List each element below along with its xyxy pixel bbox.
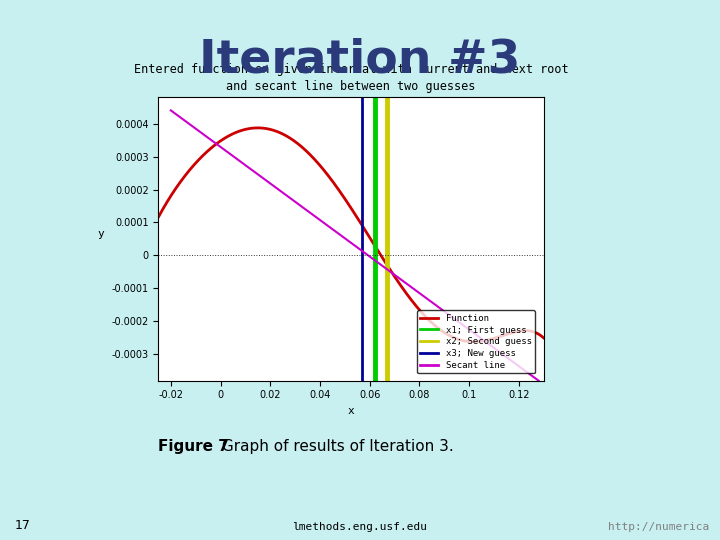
Function bbox=[458, 337, 467, 343]
Function bbox=[154, 214, 163, 220]
Text: Figure 7: Figure 7 bbox=[158, 438, 229, 454]
Function bbox=[539, 335, 548, 341]
Text: 17: 17 bbox=[14, 519, 30, 532]
Function bbox=[528, 328, 537, 335]
Text: Graph of results of Iteration 3.: Graph of results of Iteration 3. bbox=[217, 438, 454, 454]
Legend: Function, x1; First guess, x2; Second guess, x3; New guess, Secant line: Function, x1; First guess, x2; Second gu… bbox=[417, 310, 535, 373]
X-axis label: x: x bbox=[348, 406, 354, 416]
Line: Function: Function bbox=[158, 128, 544, 342]
Text: Iteration #3: Iteration #3 bbox=[199, 38, 521, 83]
Y-axis label: y: y bbox=[97, 229, 104, 239]
Function bbox=[253, 125, 262, 131]
Text: lmethods.eng.usf.edu: lmethods.eng.usf.edu bbox=[292, 522, 428, 532]
Title: Entered function on given interval with current and next root
and secant line be: Entered function on given interval with … bbox=[134, 63, 568, 93]
Function bbox=[528, 328, 537, 335]
Function bbox=[174, 182, 182, 188]
Function bbox=[341, 197, 350, 204]
Function bbox=[469, 339, 478, 345]
Function bbox=[331, 183, 340, 189]
Text: http://numerica: http://numerica bbox=[608, 522, 709, 532]
